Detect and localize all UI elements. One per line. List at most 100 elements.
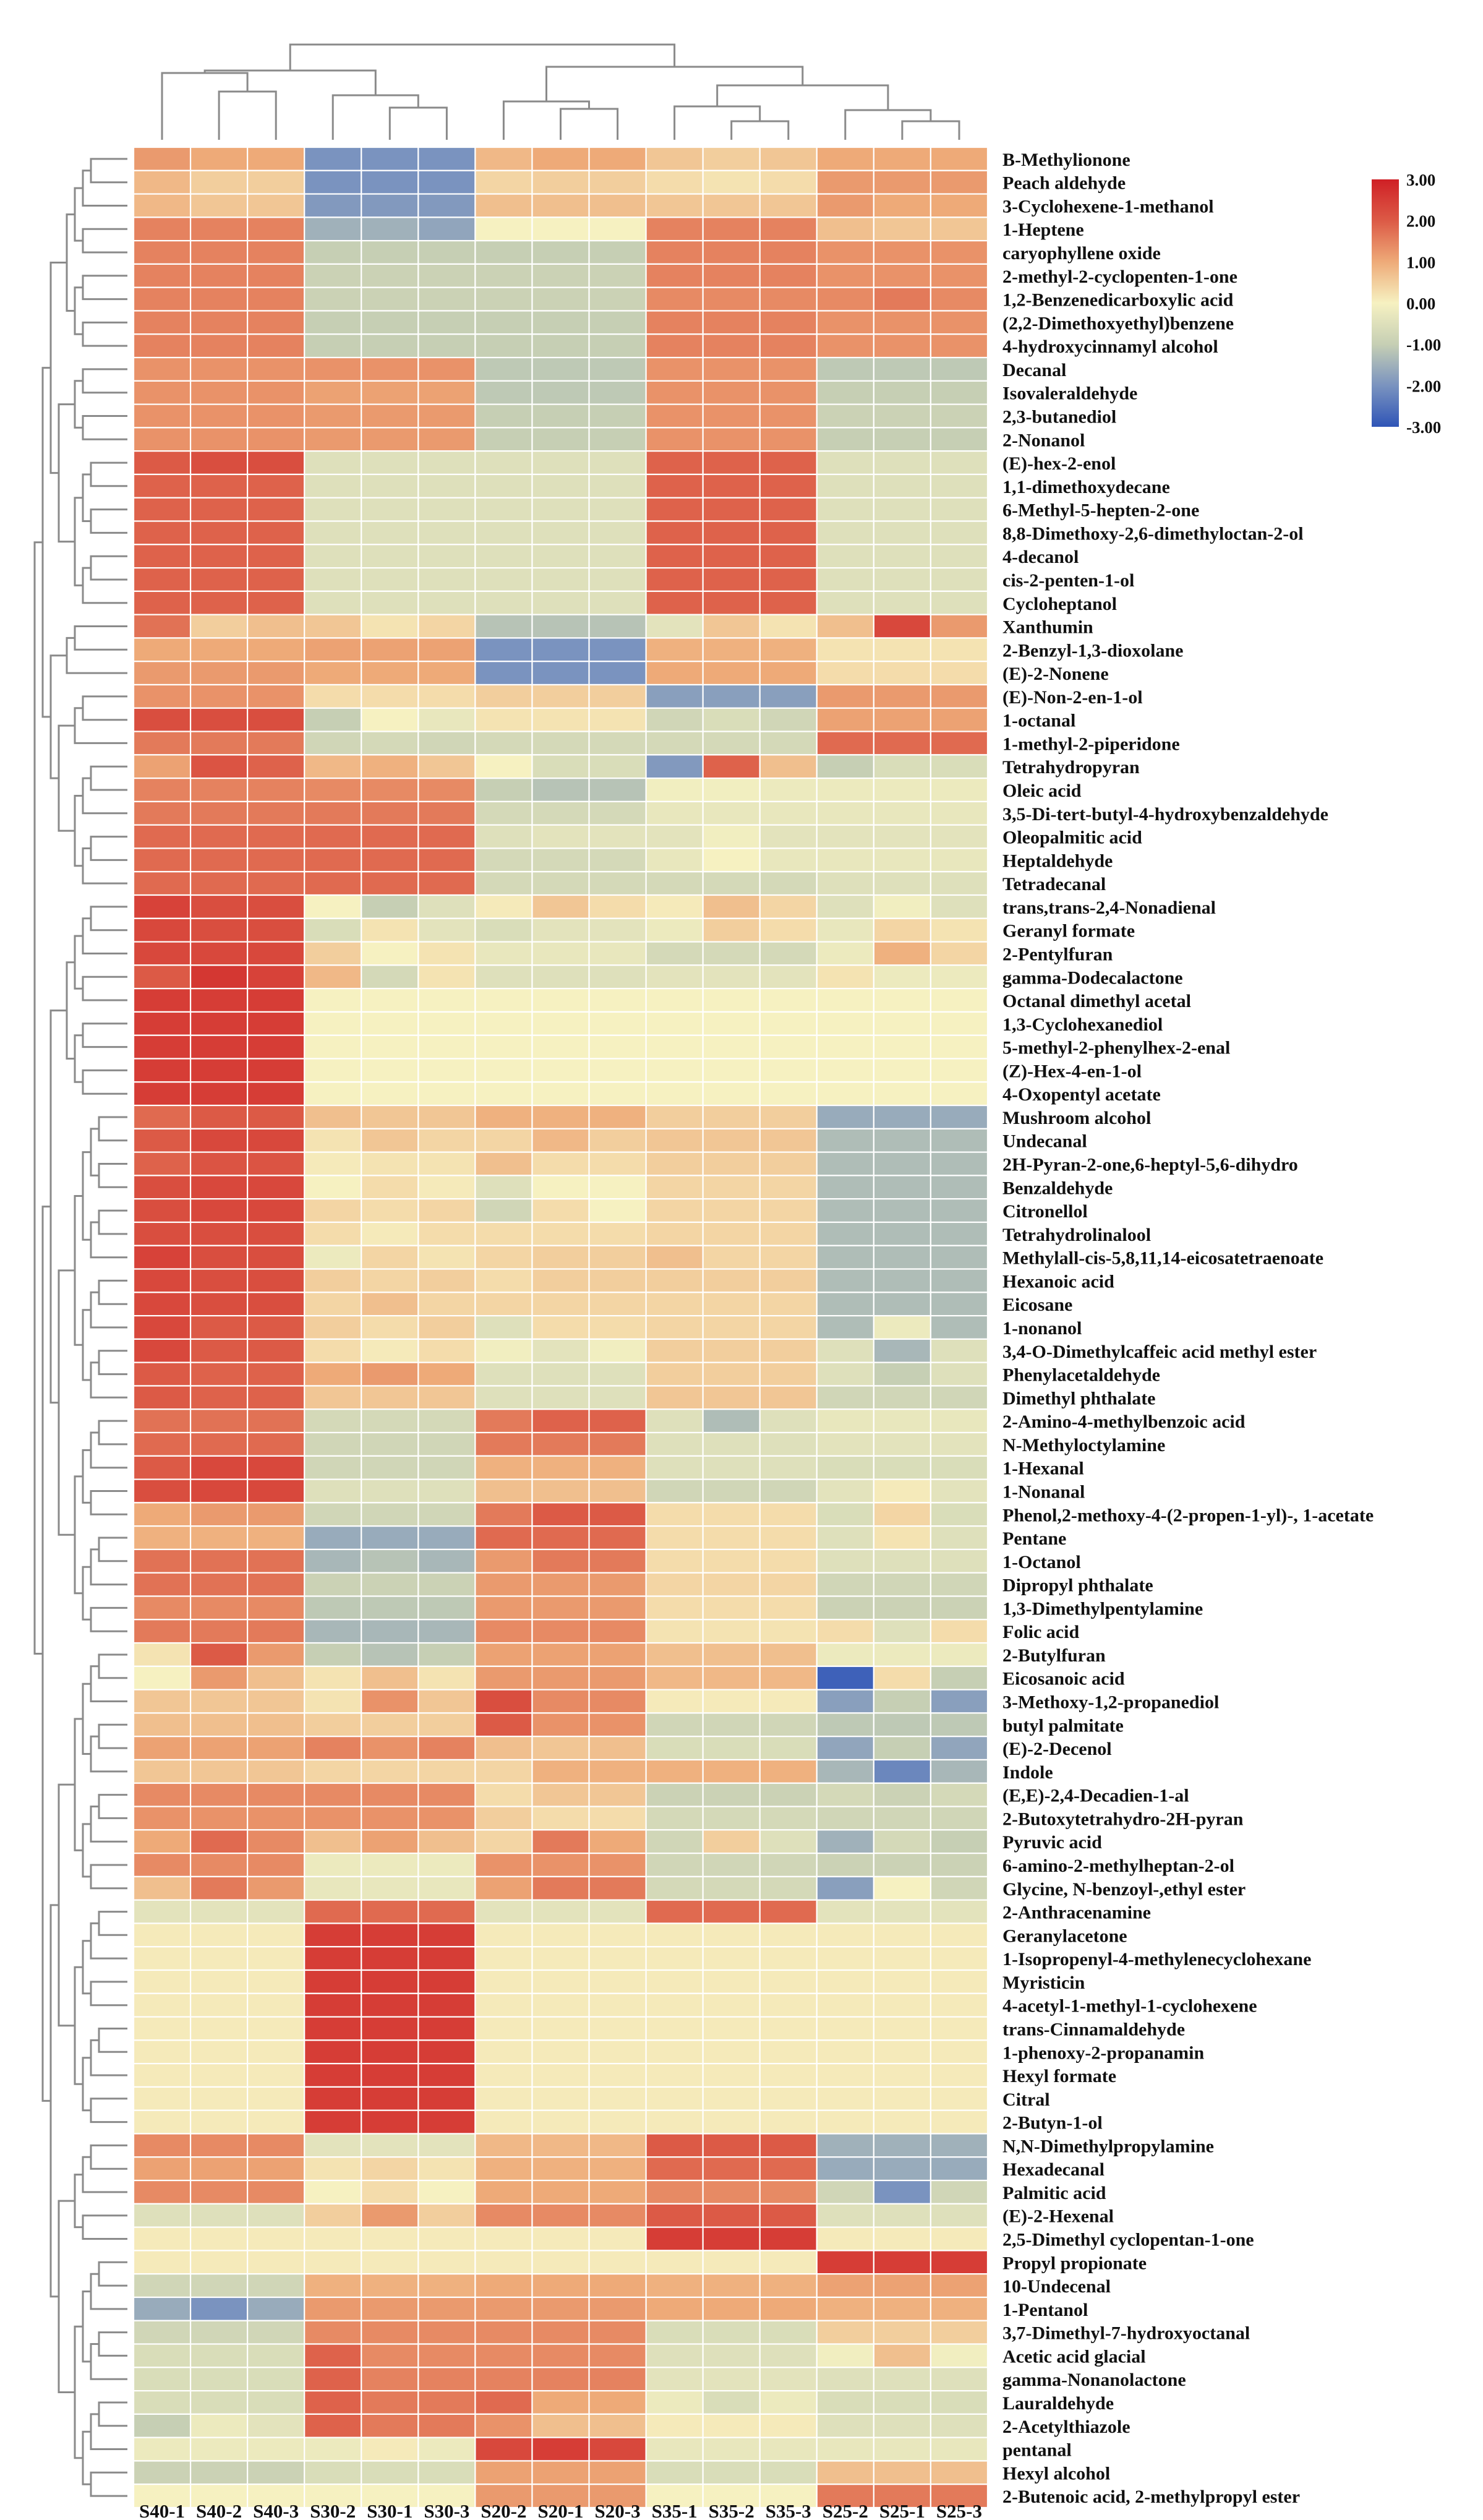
heatmap-cell	[474, 1899, 533, 1924]
row-label: 4-acetyl-1-methyl-1-cyclohexene	[1002, 1996, 1257, 2016]
heatmap-cell	[645, 1548, 704, 1574]
heatmap-cell	[474, 2109, 533, 2135]
heatmap-cell	[930, 1245, 989, 1270]
heatmap-cell	[702, 614, 761, 639]
row-label: 1-Octanol	[1002, 1552, 1081, 1572]
heatmap-cell	[474, 637, 533, 662]
heatmap-cell	[588, 310, 647, 335]
heatmap-cell	[417, 1922, 476, 1948]
heatmap-cell	[361, 1782, 419, 1807]
heatmap-cell	[588, 2436, 647, 2462]
heatmap-cell	[361, 1969, 419, 1994]
heatmap-cell	[132, 1619, 192, 1644]
heatmap-cell	[361, 2460, 419, 2485]
heatmap-cell	[873, 2367, 932, 2392]
heatmap-cell	[759, 824, 818, 849]
row-dendrogram-branch	[90, 461, 127, 487]
heatmap-cell	[474, 1502, 533, 1527]
heatmap-cell	[873, 871, 932, 896]
heatmap-cell	[474, 2156, 533, 2182]
heatmap-cell	[588, 707, 647, 732]
heatmap-cell	[304, 2133, 362, 2158]
heatmap-cell	[645, 637, 704, 662]
heatmap-cell	[304, 2109, 362, 2135]
heatmap-cell	[247, 2039, 306, 2065]
heatmap-cell	[132, 193, 192, 218]
heatmap-cell	[361, 1595, 419, 1621]
heatmap-cell	[247, 2203, 306, 2228]
heatmap-cell	[417, 380, 476, 405]
heatmap-cell	[816, 356, 874, 382]
heatmap-cell	[247, 1992, 306, 2018]
column-label: S25-2	[823, 2500, 868, 2520]
heatmap-cell	[132, 1922, 192, 1948]
row-dendrogram-branch	[82, 228, 127, 254]
row-label: Oleic acid	[1002, 781, 1082, 801]
heatmap-cell	[189, 1361, 249, 1387]
heatmap-cell	[873, 614, 932, 639]
heatmap-cell	[474, 2436, 533, 2462]
heatmap-cell	[588, 497, 647, 522]
heatmap-cell	[361, 1104, 419, 1129]
heatmap-cell	[873, 1572, 932, 1597]
heatmap-cell	[361, 871, 419, 896]
row-dendrogram-branch	[74, 286, 83, 335]
heatmap-cell	[474, 1081, 533, 1107]
heatmap-cell	[417, 2133, 476, 2158]
heatmap-cell	[247, 1572, 306, 1597]
heatmap-cell	[304, 193, 362, 218]
heatmap-cell	[588, 1595, 647, 1621]
heatmap-cell	[702, 988, 761, 1013]
heatmap-cell	[247, 894, 306, 919]
row-label: gamma-Dodecalactone	[1002, 967, 1183, 988]
heatmap-cell	[132, 661, 192, 686]
heatmap-cell	[816, 1548, 874, 1574]
heatmap-cell	[930, 1011, 989, 1036]
heatmap-cell	[531, 567, 590, 592]
heatmap-cell	[189, 2320, 249, 2345]
heatmap-cell	[645, 169, 704, 195]
heatmap-cell	[474, 2389, 533, 2415]
heatmap-cell	[702, 1782, 761, 1807]
heatmap-cell	[132, 1525, 192, 1551]
heatmap-cell	[645, 1151, 704, 1176]
heatmap-cell	[247, 544, 306, 569]
heatmap-cell	[417, 1268, 476, 1293]
row-label: 3,4-O-Dimethylcaffeic acid methyl ester	[1002, 1342, 1317, 1362]
row-dendrogram-branch	[90, 1221, 127, 1259]
heatmap-cell	[247, 1665, 306, 1691]
row-label: Geranylacetone	[1002, 1926, 1127, 1946]
heatmap-cell	[645, 1712, 704, 1738]
heatmap-cell	[417, 778, 476, 802]
heatmap-cell	[759, 497, 818, 522]
heatmap-cell	[759, 2226, 818, 2252]
heatmap-cell	[132, 2039, 192, 2065]
row-label: 1-phenoxy-2-propanamin	[1002, 2042, 1204, 2063]
heatmap-cell	[247, 1292, 306, 1317]
heatmap-cell	[531, 824, 590, 849]
heatmap-cell	[189, 2133, 249, 2158]
row-dendrogram-branch	[82, 695, 127, 721]
heatmap-cell	[132, 1689, 192, 1714]
heatmap-cell	[588, 941, 647, 966]
heatmap-cell	[873, 1969, 932, 1994]
heatmap-cell	[132, 286, 192, 312]
heatmap-cell	[474, 1829, 533, 1854]
row-label: trans-Cinnamaldehyde	[1002, 2019, 1185, 2039]
heatmap-cell	[816, 1385, 874, 1410]
heatmap-cell	[189, 146, 249, 171]
heatmap-cell	[132, 1548, 192, 1574]
heatmap-cell	[645, 427, 704, 452]
heatmap-cell	[759, 2039, 818, 2065]
heatmap-cell	[873, 661, 932, 686]
heatmap-cell	[645, 310, 704, 335]
heatmap-cell	[816, 2367, 874, 2392]
heatmap-cell	[702, 2179, 761, 2205]
heatmap-cell	[132, 800, 192, 826]
heatmap-cell	[930, 1829, 989, 1854]
row-dendrogram-branch	[74, 1966, 83, 2085]
row-dendrogram-branch	[90, 1806, 127, 1843]
heatmap-cell	[816, 847, 874, 873]
heatmap-cell	[702, 1525, 761, 1551]
heatmap-cell	[759, 356, 818, 382]
